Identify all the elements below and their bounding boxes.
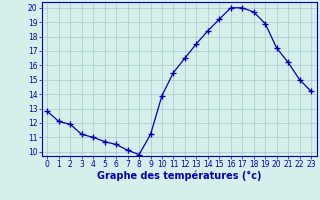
X-axis label: Graphe des températures (°c): Graphe des températures (°c)	[97, 171, 261, 181]
